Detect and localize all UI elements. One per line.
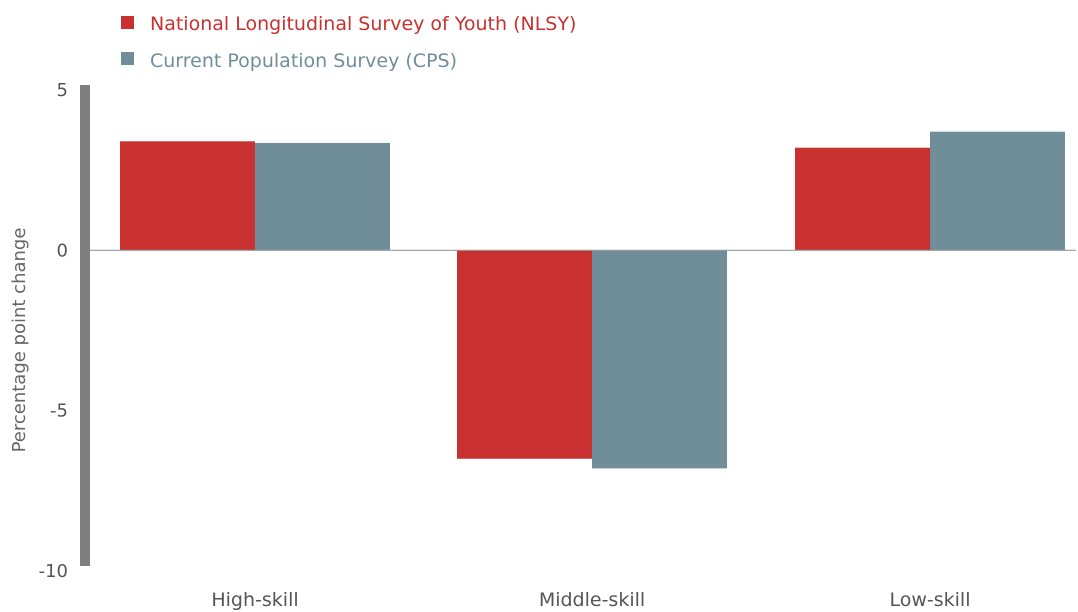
legend-swatch-nlsy xyxy=(121,16,134,29)
x-category-label: Low-skill xyxy=(889,589,970,611)
bar-cps-high-skill xyxy=(255,142,390,251)
legend-item-cps: Current Population Survey (CPS) xyxy=(121,50,457,72)
x-category-label: High-skill xyxy=(211,589,298,611)
x-category-labels: High-skill Middle-skill Low-skill xyxy=(211,589,970,611)
y-axis-line xyxy=(80,85,90,566)
bar-nlsy-middle-skill xyxy=(457,250,592,459)
y-tick-label: -5 xyxy=(50,401,68,422)
legend: National Longitudinal Survey of Youth (N… xyxy=(121,13,576,72)
x-category-label: Middle-skill xyxy=(539,589,645,611)
y-tick-label: 0 xyxy=(57,240,68,261)
y-axis-title: Percentage point change xyxy=(9,228,30,453)
y-tick-labels: 5 0 -5 -10 xyxy=(39,80,68,582)
y-tick-label: 5 xyxy=(57,80,68,101)
bar-cps-low-skill xyxy=(930,131,1065,251)
legend-swatch-cps xyxy=(121,52,134,65)
bar-cps-middle-skill xyxy=(592,250,727,469)
legend-label-cps: Current Population Survey (CPS) xyxy=(150,50,457,72)
legend-item-nlsy: National Longitudinal Survey of Youth (N… xyxy=(121,13,576,35)
legend-label-nlsy: National Longitudinal Survey of Youth (N… xyxy=(150,13,576,35)
bars xyxy=(120,131,1065,469)
bar-nlsy-low-skill xyxy=(795,147,930,251)
y-tick-label: -10 xyxy=(39,561,68,582)
bar-nlsy-high-skill xyxy=(120,141,255,251)
